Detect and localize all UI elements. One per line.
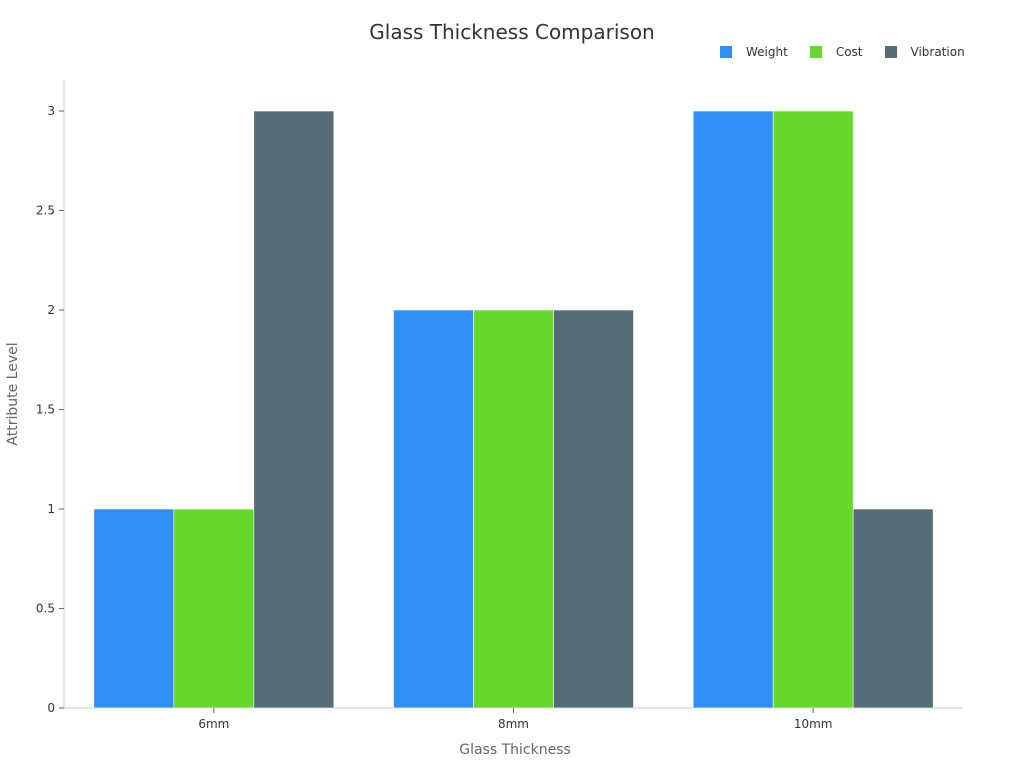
chart-title: Glass Thickness Comparison	[369, 20, 655, 44]
legend-label: Vibration	[910, 45, 965, 59]
bar-vibration-8mm[interactable]	[553, 309, 634, 709]
x-axis-label: Glass Thickness	[459, 742, 571, 758]
legend: Weight Cost Vibration	[720, 45, 965, 59]
bar-weight-8mm[interactable]	[393, 309, 474, 709]
legend-swatch-cost	[809, 46, 822, 58]
y-tick-label: 1.5	[36, 403, 55, 417]
bar-vibration-6mm[interactable]	[253, 110, 335, 709]
legend-label: Weight	[746, 45, 788, 59]
legend-swatch-weight	[720, 46, 732, 58]
bar-cost-10mm[interactable]	[772, 110, 854, 709]
y-tick-label: 1	[47, 502, 55, 516]
bar-vibration-10mm[interactable]	[852, 508, 934, 709]
y-tick-label: 2.5	[36, 204, 55, 218]
legend-label: Cost	[835, 45, 863, 59]
legend-item-weight[interactable]: Weight	[720, 45, 788, 59]
legend-item-vibration[interactable]: Vibration	[884, 45, 965, 59]
y-tick-label: 3	[47, 104, 55, 118]
x-tick-label: 10mm	[794, 717, 833, 731]
legend-swatch-vibration	[884, 46, 897, 58]
y-tick-label: 0	[47, 701, 55, 715]
bar-weight-6mm[interactable]	[93, 508, 175, 709]
x-tick-label: 6mm	[198, 717, 229, 731]
x-tick-label: 8mm	[498, 717, 529, 731]
y-tick-label: 2	[47, 303, 55, 317]
y-axis-label: Attribute Level	[5, 342, 21, 446]
bar-cost-6mm[interactable]	[173, 508, 255, 709]
y-tick-label: 0.5	[36, 602, 55, 616]
legend-item-cost[interactable]: Cost	[809, 45, 863, 59]
bar-weight-10mm[interactable]	[692, 110, 774, 709]
bar-cost-8mm[interactable]	[473, 309, 554, 709]
